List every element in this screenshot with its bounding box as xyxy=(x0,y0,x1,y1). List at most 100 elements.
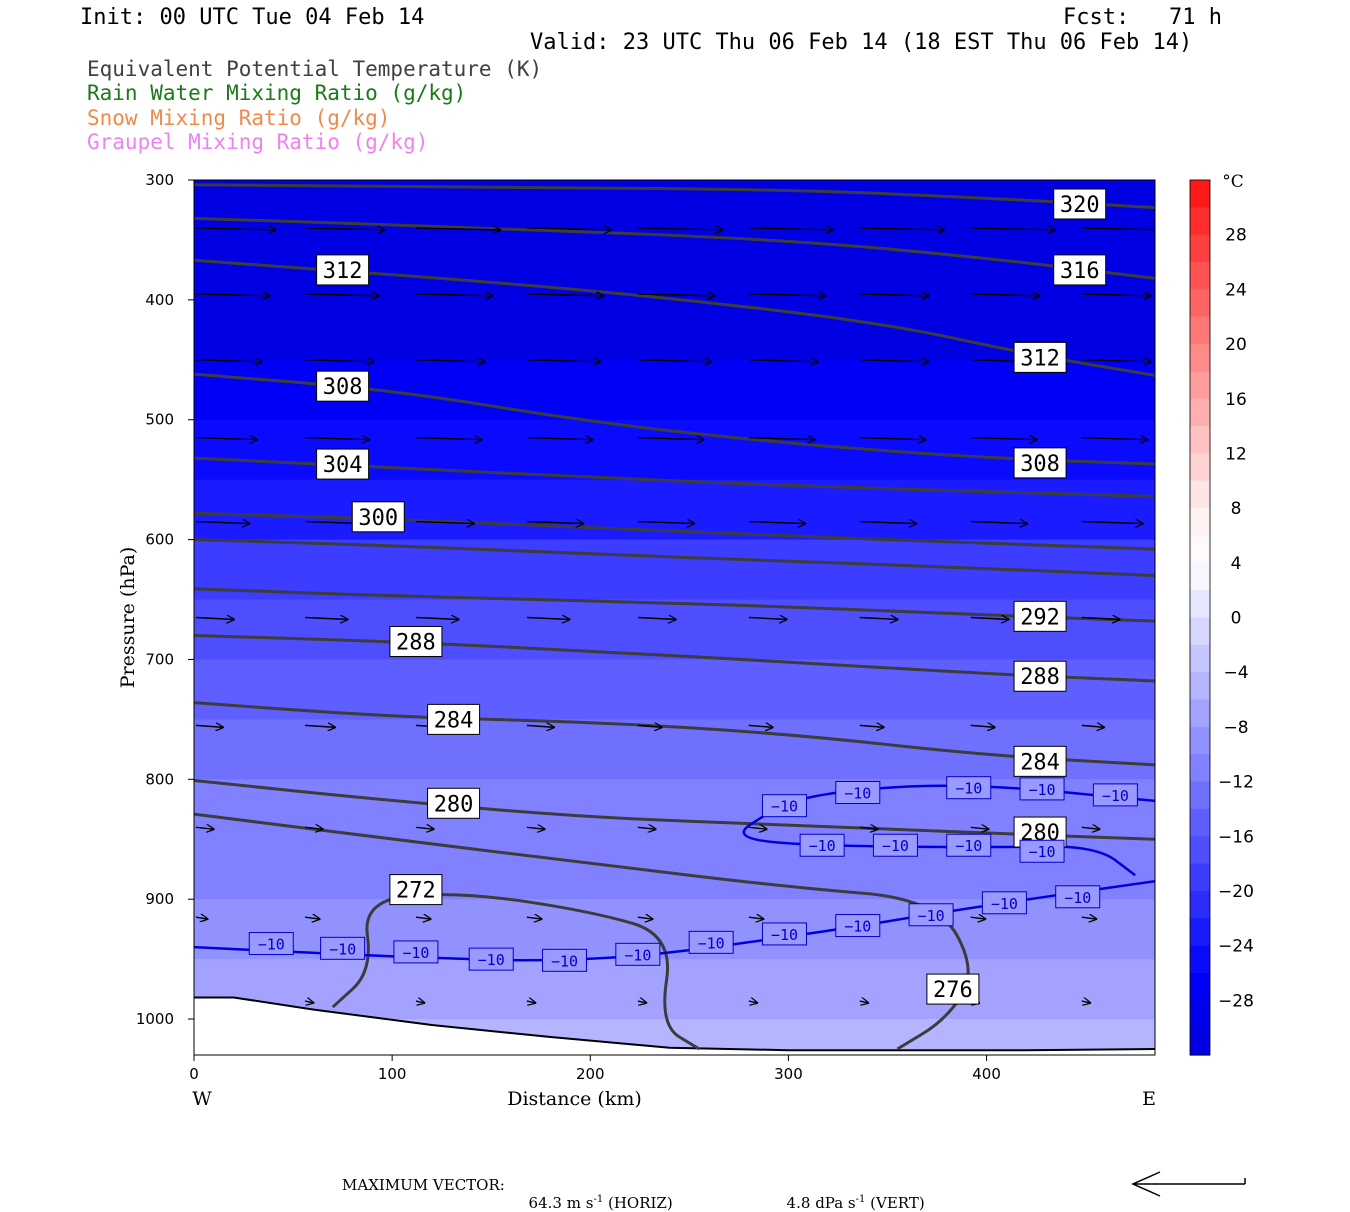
isotherm-label: −10 xyxy=(991,895,1018,913)
isotherm-label: −10 xyxy=(1029,781,1056,799)
isotherm-label: −10 xyxy=(698,934,725,952)
colorbar-swatch xyxy=(1190,207,1210,236)
wind-vector xyxy=(415,294,494,296)
colorbar-tick-label: 20 xyxy=(1225,335,1247,355)
wind-vector xyxy=(304,1001,314,1003)
wind-vector xyxy=(859,438,927,440)
wind-vector xyxy=(637,1001,647,1003)
colorbar-tick-label: 4 xyxy=(1231,554,1242,574)
init-time: Init: 00 UTC Tue 04 Feb 14 xyxy=(80,5,425,30)
x-tick-label: 100 xyxy=(378,1065,407,1083)
wind-vector xyxy=(526,294,605,296)
wind-vector xyxy=(637,917,654,919)
wind-vector xyxy=(304,827,324,829)
valid-time: Valid: 23 UTC Thu 06 Feb 14 (18 EST Thu … xyxy=(530,30,1193,55)
isotherm-label-box xyxy=(908,903,954,927)
wind-vector xyxy=(970,294,1041,296)
theta-e-contour-296 xyxy=(194,538,1155,578)
theta-e-contour-276 xyxy=(194,812,970,1051)
theta-e-label-box xyxy=(316,370,370,402)
isotherm-label: −10 xyxy=(809,837,836,855)
temperature-band xyxy=(194,779,1155,841)
theta-e-label-box xyxy=(1053,254,1107,286)
colorbar-swatch xyxy=(1190,316,1210,345)
colorbar-tick-label: −24 xyxy=(1218,937,1254,957)
wind-vector xyxy=(637,360,712,362)
isotherm-label-box xyxy=(835,781,881,804)
theta-e-label-box xyxy=(427,703,481,735)
theta-e-contour-308 xyxy=(194,372,1155,466)
wind-vector xyxy=(748,725,774,727)
wind-vector xyxy=(415,438,483,440)
isotherm-label: −10 xyxy=(955,780,982,798)
wind-vector xyxy=(637,618,677,620)
wind-vector xyxy=(415,618,459,620)
isotherm-label: −10 xyxy=(955,837,982,855)
wind-vector xyxy=(526,827,546,829)
colorbar-swatch xyxy=(1190,371,1210,400)
wind-vector xyxy=(859,1001,869,1003)
y-tick-label: 700 xyxy=(145,650,174,668)
legend-snow: Snow Mixing Ratio (g/kg) xyxy=(87,106,391,130)
x-tick-label: 200 xyxy=(576,1065,605,1083)
colorbar-swatch xyxy=(1190,398,1210,427)
colorbar-swatch xyxy=(1190,344,1210,373)
wind-vector xyxy=(970,228,1056,230)
theta-e-label-box xyxy=(1013,660,1067,692)
colorbar-swatch xyxy=(1190,234,1210,263)
theta-e-label-box xyxy=(926,973,980,1005)
wind-vector xyxy=(859,827,879,829)
isotherm-label-box xyxy=(688,930,734,954)
isotherm-label-box xyxy=(320,936,366,960)
colorbar-swatch xyxy=(1190,453,1210,482)
theta-e-contour-316 xyxy=(194,216,1155,280)
colorbar-tick-label: −4 xyxy=(1223,663,1248,683)
wind-vector xyxy=(1081,294,1152,296)
colorbar-tick-label: 24 xyxy=(1225,280,1247,300)
wind-vector xyxy=(637,228,723,230)
isotherm-label-box xyxy=(393,940,439,964)
theta-e-label-box xyxy=(427,787,481,819)
legend-graupel: Graupel Mixing Ratio (g/kg) xyxy=(87,130,429,154)
colorbar-swatch xyxy=(1190,262,1210,290)
wind-vector xyxy=(748,438,816,440)
wind-vector xyxy=(1081,1001,1091,1003)
isotherm-label-box xyxy=(1019,839,1065,863)
wind-vector xyxy=(195,360,263,362)
y-tick-label: 300 xyxy=(145,171,174,189)
isotherm-label-box xyxy=(761,794,807,818)
x-tick-label: 0 xyxy=(189,1065,199,1083)
wind-vector xyxy=(970,917,987,919)
wind-vector xyxy=(748,228,834,230)
theta-e-label-box xyxy=(389,625,443,657)
isotherm-label-box xyxy=(872,833,918,857)
theta-e-label: 288 xyxy=(396,630,436,655)
theta-e-label-box xyxy=(1053,188,1107,220)
wind-vector xyxy=(415,1001,425,1003)
wind-vector xyxy=(970,522,1028,524)
theta-e-label: 312 xyxy=(323,259,363,284)
theta-e-contour-292 xyxy=(194,587,1155,623)
wind-vector xyxy=(637,725,663,727)
wind-vector xyxy=(1081,917,1098,919)
y-tick-label: 500 xyxy=(145,411,174,429)
colorbar-tick-label: −16 xyxy=(1218,827,1254,847)
wind-vector xyxy=(1081,438,1149,440)
isotherm-label-box xyxy=(1019,777,1065,801)
colorbar-tick-label: 12 xyxy=(1225,444,1247,464)
wind-vector xyxy=(304,228,386,230)
theta-e-label-box xyxy=(1013,745,1067,777)
wind-vector xyxy=(304,360,375,362)
theta-e-label-box xyxy=(1013,447,1067,479)
contour-labels: 320 316 312 312 308 308 304 300 292 288 288 284 284 2… xyxy=(248,188,1138,1005)
max-vector-vert: 4.8 dPa s-1 (VERT) xyxy=(777,1176,925,1212)
wind-vector xyxy=(304,917,321,919)
wind-vector xyxy=(415,827,435,829)
colorbar-swatch xyxy=(1190,617,1210,646)
isotherm-label-box xyxy=(248,932,294,956)
wind-vector xyxy=(526,522,584,524)
colorbar-tick-label: 16 xyxy=(1225,390,1247,410)
wind-vector xyxy=(195,618,235,620)
colorbar-tick-label: −28 xyxy=(1218,991,1254,1011)
theta-e-label: 308 xyxy=(1020,452,1060,477)
